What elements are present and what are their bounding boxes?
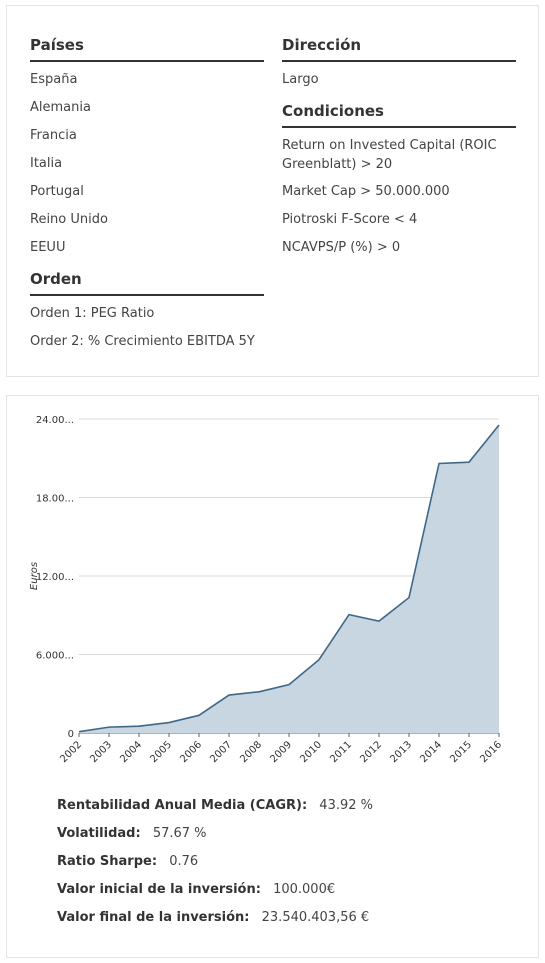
pais-item: Portugal <box>30 184 84 199</box>
condicion-item: Piotroski F-Score < 4 <box>282 212 418 227</box>
x-tick-label: 2009 <box>268 739 294 765</box>
stat-value: 23.540.403,56 € <box>261 910 370 925</box>
x-tick-label: 2005 <box>148 739 174 765</box>
y-tick-label: 0 <box>68 729 74 740</box>
condicion-item: Market Cap > 50.000.000 <box>282 184 450 199</box>
orden-list: Orden 1: PEG Ratio Order 2: % Crecimient… <box>30 296 264 352</box>
equity-chart-svg: 06.000...12.00...18.00...24.00...2002 200… <box>29 415 504 765</box>
pais-item: EEUU <box>30 240 66 255</box>
y-tick-label: 24.00... <box>36 415 74 426</box>
stats-panel: Rentabilidad Anual Media (CAGR): 43.92 %… <box>57 796 497 936</box>
x-tick-label: 2008 <box>238 739 264 765</box>
stat-label: Volatilidad: <box>57 826 141 841</box>
series-area <box>79 425 499 733</box>
stat-row-volatilidad: Volatilidad: 57.67 % <box>57 824 497 852</box>
pais-item: Italia <box>30 156 63 171</box>
x-tick-label: 2011 <box>328 739 354 765</box>
stat-row-valor-inicial: Valor inicial de la inversión: 100.000€ <box>57 880 497 908</box>
stat-row-cagr: Rentabilidad Anual Media (CAGR): 43.92 % <box>57 796 497 824</box>
x-tick-label: 2012 <box>358 739 384 765</box>
x-tick-label: 2015 <box>448 739 474 765</box>
stat-value: 100.000€ <box>273 882 336 897</box>
condicion-item: Return on Invested Capital (ROIC Greenbl… <box>282 138 497 172</box>
filters-card: Países España Alemania Francia Italia Po… <box>6 5 539 377</box>
direccion-item: Largo <box>282 72 319 87</box>
series-line <box>78 424 500 733</box>
pais-item: Alemania <box>30 100 91 115</box>
orden-item: Order 2: % Crecimiento EBITDA 5Y <box>30 334 255 349</box>
x-tick-label: 2003 <box>88 739 114 765</box>
stat-label: Ratio Sharpe: <box>57 854 158 869</box>
y-axis-label: Euros <box>29 562 40 590</box>
y-tick-label: 18.00... <box>36 494 74 505</box>
x-tick-label: 2002 <box>58 739 84 765</box>
stat-label: Rentabilidad Anual Media (CAGR): <box>57 798 308 813</box>
condiciones-list: Return on Invested Capital (ROIC Greenbl… <box>282 128 516 258</box>
condicion-item: NCAVPS/P (%) > 0 <box>282 240 401 255</box>
paises-list: España Alemania Francia Italia Portugal … <box>30 62 264 258</box>
x-tick-label: 2016 <box>478 739 504 765</box>
x-tick-label: 2006 <box>178 739 204 765</box>
stat-label: Valor final de la inversión: <box>57 910 250 925</box>
x-tick-label: 2004 <box>118 739 144 765</box>
stat-value: 57.67 % <box>152 826 207 841</box>
x-tick-label: 2013 <box>388 739 414 765</box>
orden-title: Orden <box>30 268 264 296</box>
stat-row-sharpe: Ratio Sharpe: 0.76 <box>57 852 497 880</box>
condiciones-title: Condiciones <box>282 100 516 128</box>
equity-chart: 0 6.000... 12.00... 18.00... 24.00... 2002 200… <box>17 404 517 774</box>
filters-left-column: Países España Alemania Francia Italia Po… <box>30 34 264 352</box>
pais-item: Reino Unido <box>30 212 108 227</box>
stat-value: 0.76 <box>169 854 199 869</box>
x-tick-label: 2007 <box>208 739 234 765</box>
stat-value: 43.92 % <box>319 798 373 813</box>
y-tick-label: 12.00... <box>36 572 74 583</box>
direccion-title: Dirección <box>282 34 516 62</box>
pais-item: España <box>30 72 78 87</box>
pais-item: Francia <box>30 128 77 143</box>
filters-right-column: Dirección Largo Condiciones Return on In… <box>282 34 516 258</box>
stat-row-valor-final: Valor final de la inversión: 23.540.403,… <box>57 908 497 936</box>
stat-label: Valor inicial de la inversión: <box>57 882 261 897</box>
y-tick-label: 6.000... <box>36 651 74 662</box>
direccion-list: Largo <box>282 62 516 90</box>
orden-item: Orden 1: PEG Ratio <box>30 306 155 321</box>
x-tick-label: 2010 <box>298 739 324 765</box>
x-tick-label: 2014 <box>418 739 444 765</box>
results-card: 0 6.000... 12.00... 18.00... 24.00... 2002 200… <box>6 395 539 958</box>
paises-title: Países <box>30 34 264 62</box>
